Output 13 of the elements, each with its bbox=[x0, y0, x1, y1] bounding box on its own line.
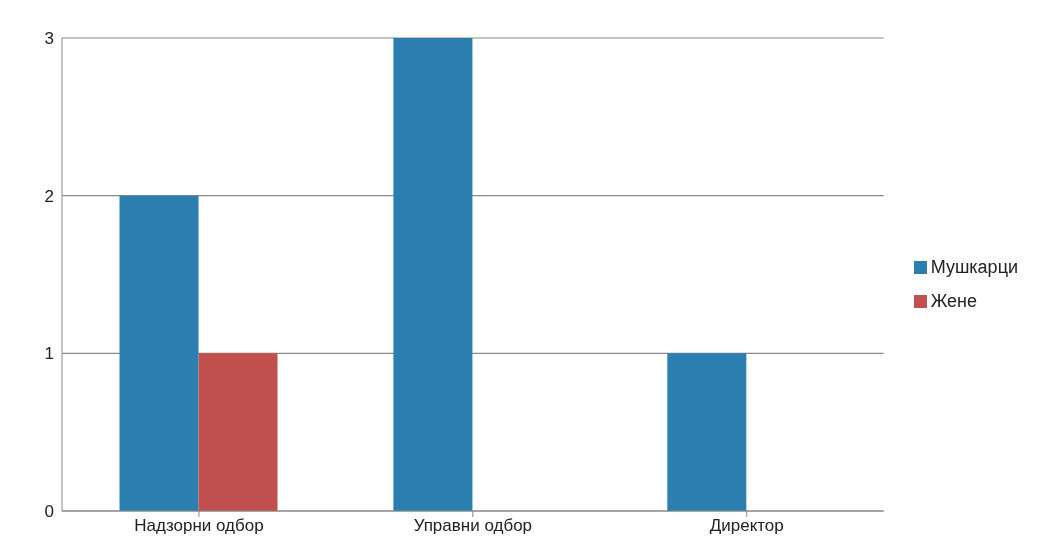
x-tick-label: Управни одбор bbox=[413, 516, 533, 536]
y-tick-label: 0 bbox=[44, 502, 54, 522]
bar bbox=[393, 38, 473, 511]
y-tick-label: 3 bbox=[44, 29, 54, 49]
bar bbox=[667, 353, 747, 511]
bar bbox=[119, 195, 199, 511]
x-tick-label: Надзорни одбор bbox=[134, 516, 264, 536]
y-tick-label: 1 bbox=[44, 344, 54, 364]
legend-label: Жене bbox=[930, 290, 978, 311]
x-tick-label: Директор bbox=[709, 516, 784, 536]
y-tick-label: 2 bbox=[44, 186, 54, 206]
legend-label: Мушкарци bbox=[930, 256, 1018, 277]
bar bbox=[198, 353, 278, 511]
